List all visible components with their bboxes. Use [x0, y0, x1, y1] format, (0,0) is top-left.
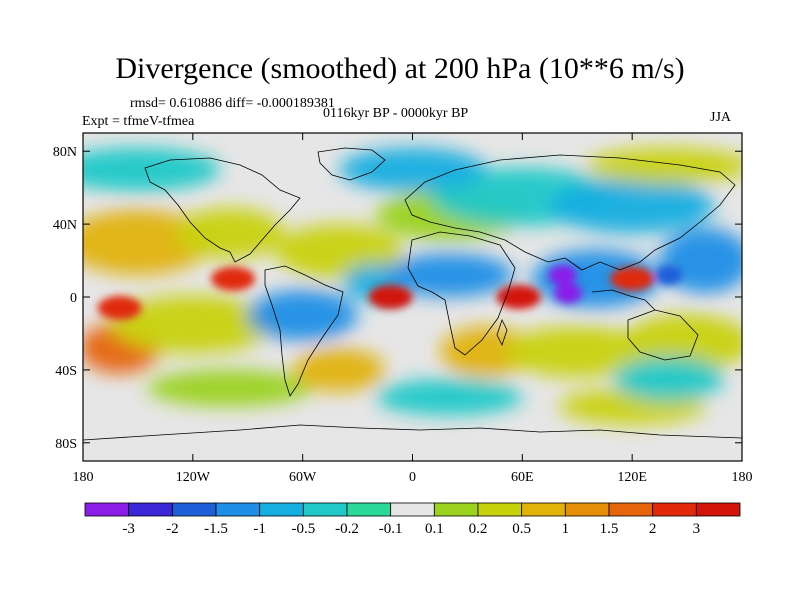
colorbar-label: -0.5	[291, 521, 315, 537]
negative-minimum	[554, 283, 583, 304]
colorbar-label: -2	[166, 521, 179, 537]
lon-label: 60E	[511, 470, 534, 485]
period-label: 0116kyr BP - 0000kyr BP	[323, 106, 469, 121]
colorbar-box	[608, 502, 654, 517]
field-region	[247, 289, 358, 341]
lon-label: 180	[73, 470, 94, 485]
latitude-axis: 80N 40N 0 40S 80S	[53, 145, 742, 452]
experiment-label: Expt = tfmeV-tfmea	[82, 114, 195, 129]
colorbar-label: -0.2	[335, 521, 359, 537]
colorbar-box	[564, 502, 610, 517]
field-region	[623, 313, 742, 372]
colorbar-box	[128, 502, 173, 517]
field-region	[504, 326, 651, 378]
field-region	[110, 295, 276, 354]
positive-maximum	[211, 266, 256, 291]
lat-label: 40N	[53, 218, 77, 233]
season-label: JJA	[710, 110, 732, 125]
colorbar-box	[171, 502, 217, 517]
colorbar-label: 0.1	[425, 521, 444, 537]
field-region	[293, 348, 386, 392]
positive-maximum	[610, 266, 655, 291]
lon-label: 0	[409, 470, 416, 485]
colorbar-box	[259, 502, 304, 517]
positive-maximum	[368, 285, 413, 309]
positive-maximum	[97, 295, 142, 320]
colorbar-box	[477, 502, 523, 517]
negative-minimum	[654, 265, 683, 286]
field-region	[549, 178, 715, 234]
field-region	[375, 379, 523, 416]
longitude-axis: 180 120W 60W 0 60E 120E 180	[73, 133, 753, 485]
map-field	[83, 133, 742, 461]
stats-label: rmsd= 0.610886 diff= -0.000189381	[130, 96, 335, 111]
colorbar-label: 0.5	[512, 521, 531, 537]
colorbar-label: -1.5	[204, 521, 228, 537]
field-region	[83, 147, 221, 192]
field-region	[586, 147, 742, 185]
lon-label: 180	[732, 470, 753, 485]
field-region	[613, 357, 724, 401]
colorbar-label: -1	[253, 521, 266, 537]
lon-label: 60W	[289, 470, 317, 485]
field-region	[439, 326, 532, 378]
lon-label: 120W	[176, 470, 211, 485]
colorbar-box	[84, 502, 130, 517]
lat-label: 40S	[55, 364, 77, 379]
lon-label: 120E	[617, 470, 647, 485]
coastlines	[83, 147, 742, 441]
lat-label: 80N	[53, 145, 77, 160]
lat-label: 0	[70, 291, 77, 306]
field-region	[385, 253, 514, 297]
colorbar-box	[390, 502, 435, 517]
colorbar-label: 1.5	[600, 521, 619, 537]
negative-minimum	[548, 265, 577, 286]
colorbar-label: 0.2	[469, 521, 488, 537]
colorbar-box	[215, 502, 261, 517]
field-region	[147, 369, 312, 407]
colorbar-box	[695, 502, 741, 517]
colorbar-box	[652, 502, 697, 517]
field-region	[339, 147, 486, 192]
colorbar-box	[302, 502, 348, 517]
colorbar-box	[346, 502, 392, 517]
colorbar-box	[433, 502, 479, 517]
colorbar-label: 1	[562, 521, 570, 537]
colorbar-label: -3	[122, 521, 135, 537]
plot-title: Divergence (smoothed) at 200 hPa (10**6 …	[115, 52, 685, 85]
colorbar-box	[521, 502, 566, 517]
positive-maximum	[496, 285, 541, 309]
colorbar-label: -0.1	[379, 521, 403, 537]
lat-label: 80S	[55, 437, 77, 452]
colorbar-label: 2	[649, 521, 657, 537]
colorbar-label: 3	[693, 521, 701, 537]
